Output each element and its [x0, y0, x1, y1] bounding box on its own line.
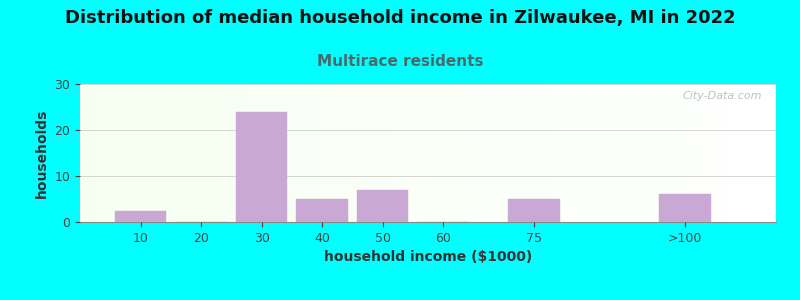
Text: City-Data.com: City-Data.com	[682, 91, 762, 101]
Bar	[508, 199, 560, 222]
X-axis label: household income ($1000): household income ($1000)	[324, 250, 532, 264]
Text: Multirace residents: Multirace residents	[317, 54, 483, 69]
Text: Distribution of median household income in Zilwaukee, MI in 2022: Distribution of median household income …	[65, 9, 735, 27]
Bar	[236, 112, 287, 222]
Bar	[296, 199, 348, 222]
Bar	[357, 190, 408, 222]
Y-axis label: households: households	[35, 108, 49, 198]
Bar	[115, 212, 166, 222]
Bar	[659, 194, 711, 222]
